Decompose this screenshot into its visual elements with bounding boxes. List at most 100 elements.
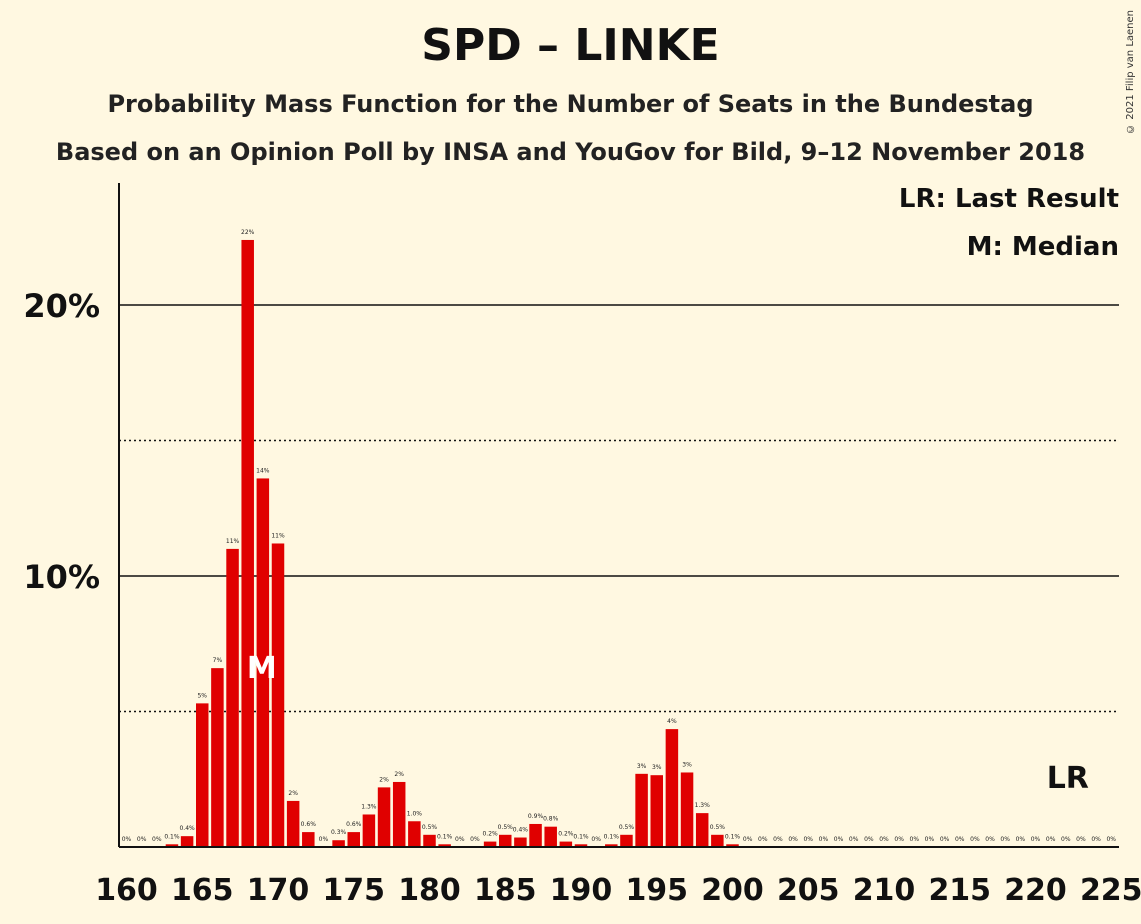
bar-seat-164 [180, 836, 194, 847]
bar-label-seat-189: 0.2% [558, 831, 574, 838]
bar-label-seat-190: 0.1% [573, 833, 589, 840]
x-tick-195: 195 [625, 873, 688, 908]
bar-label-seat-214: 0% [940, 836, 950, 843]
bar-label-seat-174: 0.3% [331, 829, 347, 836]
bar-label-seat-195: 3% [652, 764, 662, 771]
bar-label-seat-205: 0% [803, 836, 813, 843]
y-tick-10: 10% [23, 558, 100, 596]
bar-label-seat-180: 0.5% [422, 824, 438, 831]
bar-label-seat-185: 0.5% [498, 824, 514, 831]
bar-seat-181 [438, 844, 451, 847]
bar-label-seat-177: 2% [379, 776, 389, 783]
x-tick-205: 205 [777, 873, 840, 908]
bar-label-seat-182: 0% [455, 836, 465, 843]
bar-seat-178 [392, 781, 406, 847]
bar-label-seat-209: 0% [864, 836, 874, 843]
bar-label-seat-210: 0% [879, 836, 889, 843]
bar-label-seat-188: 0.8% [543, 816, 559, 823]
bar-seat-172 [302, 832, 315, 847]
bar-label-seat-191: 0% [591, 836, 601, 843]
chart-subtitle-1: Probability Mass Function for the Number… [107, 90, 1034, 118]
bar-seat-184 [483, 841, 497, 847]
bar-seat-180 [423, 834, 436, 847]
bar-seat-196 [665, 729, 679, 847]
bar-label-seat-165: 5% [197, 692, 207, 699]
bar-label-seat-170: 11% [271, 532, 285, 539]
bar-label-seat-200: 0.1% [725, 833, 741, 840]
bar-seat-177 [377, 787, 391, 847]
bar-label-seat-173: 0% [319, 836, 329, 843]
bar-seat-169 [256, 478, 270, 847]
median-marker: M [247, 651, 277, 686]
bar-seat-174 [332, 840, 345, 847]
bar-seat-168 [241, 239, 254, 847]
axes [118, 183, 1119, 848]
bar-seat-190 [574, 844, 588, 847]
bar-label-seat-166: 7% [213, 657, 223, 664]
bar-label-seat-221: 0% [1046, 836, 1056, 843]
markers: M LR [247, 651, 1089, 796]
tick-labels: 160 165 170 175 180 185 190 195 200 205 210 215 220 2… [23, 287, 1141, 908]
bar-label-seat-167: 11% [226, 538, 240, 545]
bar-label-seat-196: 4% [667, 718, 677, 725]
x-tick-165: 165 [171, 873, 234, 908]
y-tick-20: 20% [23, 287, 100, 325]
bar-label-seat-161: 0% [137, 836, 147, 843]
bar-seat-195 [650, 775, 663, 847]
x-tick-170: 170 [247, 873, 310, 908]
bar-seat-185 [499, 834, 512, 847]
bar-label-seat-198: 1.3% [695, 802, 711, 809]
gridlines [119, 304, 1119, 713]
bar-seat-171 [286, 800, 300, 847]
bar-label-seat-204: 0% [788, 836, 798, 843]
bar-seat-193 [620, 834, 633, 847]
bar-seat-176 [362, 814, 376, 847]
bar-label-seat-192: 0.1% [604, 833, 620, 840]
bar-label-seat-172: 0.6% [301, 821, 317, 828]
legend-median: M: Median [966, 232, 1119, 262]
bar-seat-179 [408, 821, 421, 847]
bar-label-seat-217: 0% [985, 836, 995, 843]
bar-label-seat-175: 0.6% [346, 821, 362, 828]
bar-label-seat-223: 0% [1076, 836, 1086, 843]
x-tick-220: 220 [1004, 873, 1067, 908]
bar-label-seat-222: 0% [1061, 836, 1071, 843]
bar-label-seat-176: 1.3% [361, 803, 377, 810]
bar-seat-163 [165, 844, 179, 847]
bar-seat-188 [544, 826, 557, 847]
bar-label-seat-168: 22% [241, 229, 255, 236]
bar-label-seat-193: 0.5% [619, 824, 635, 831]
bar-label-seat-203: 0% [773, 836, 783, 843]
bars [165, 239, 739, 847]
bar-seat-199 [711, 834, 724, 847]
x-tick-225: 225 [1080, 873, 1141, 908]
x-tick-190: 190 [550, 873, 613, 908]
legend-last-result: LR: Last Result [898, 184, 1119, 214]
bar-seat-194 [635, 773, 648, 847]
bar-seat-192 [605, 844, 618, 847]
bar-label-seat-206: 0% [819, 836, 829, 843]
bar-seat-186 [514, 837, 527, 847]
bar-label-seat-194: 3% [637, 763, 647, 770]
x-tick-210: 210 [853, 873, 916, 908]
bar-seat-167 [226, 548, 239, 847]
x-tick-200: 200 [701, 873, 764, 908]
bar-label-seat-187: 0.9% [528, 813, 544, 820]
bar-label-seat-207: 0% [834, 836, 844, 843]
bar-seat-175 [347, 832, 360, 847]
bar-label-seat-208: 0% [849, 836, 859, 843]
bar-label-seat-164: 0.4% [179, 825, 195, 832]
bar-label-seat-211: 0% [894, 836, 904, 843]
bar-seat-165 [196, 703, 209, 847]
bar-label-seat-215: 0% [955, 836, 965, 843]
last-result-marker: LR [1047, 761, 1089, 796]
bar-label-seat-216: 0% [970, 836, 980, 843]
bar-label-seat-186: 0.4% [513, 827, 529, 834]
bar-seat-198 [695, 813, 709, 847]
bar-label-seat-184: 0.2% [482, 831, 498, 838]
bar-label-seat-224: 0% [1091, 836, 1101, 843]
bar-label-seat-197: 3% [682, 761, 692, 768]
bar-label-seat-181: 0.1% [437, 833, 453, 840]
bar-seat-166 [211, 668, 224, 847]
